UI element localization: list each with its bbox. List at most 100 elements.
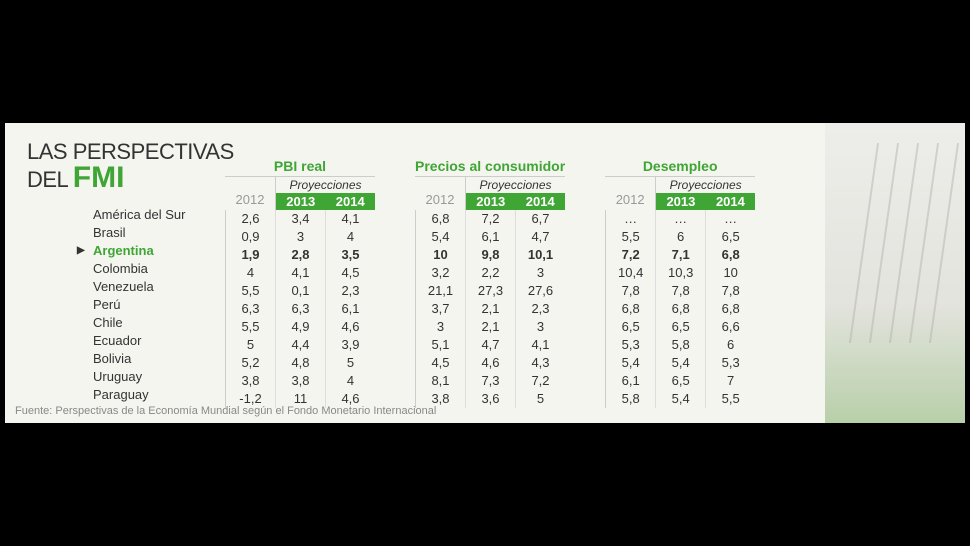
data-cell: 4,6 xyxy=(465,354,515,372)
data-cell: 4 xyxy=(325,228,375,246)
data-cell: 4,5 xyxy=(325,264,375,282)
data-cell: 9,8 xyxy=(465,246,515,264)
data-cell: 2,6 xyxy=(225,210,275,228)
data-cell: 4 xyxy=(325,372,375,390)
table-row: 5,50,12,3 xyxy=(225,282,375,300)
data-cell: 10,3 xyxy=(655,264,705,282)
table-row: 1,92,83,5 xyxy=(225,246,375,264)
table-row: 32,13 xyxy=(415,318,565,336)
table-row: 8,17,37,2 xyxy=(415,372,565,390)
data-cell: 4,3 xyxy=(515,354,565,372)
title-line2: DEL xyxy=(27,167,68,192)
country-label: Brasil xyxy=(75,224,225,242)
table-row: 10,410,310 xyxy=(605,264,755,282)
data-cell: 4,7 xyxy=(515,228,565,246)
table-row: 3,22,23 xyxy=(415,264,565,282)
projection-years: 20132014 xyxy=(656,193,755,210)
table-row: 6,36,36,1 xyxy=(225,300,375,318)
country-label: Bolivia xyxy=(75,350,225,368)
data-cell: 6,5 xyxy=(705,228,755,246)
data-cell: 4,7 xyxy=(465,336,515,354)
group-title: Desempleo xyxy=(605,158,755,174)
data-cell: 6,8 xyxy=(415,210,465,228)
data-rows: 6,87,26,75,46,14,7109,810,13,22,2321,127… xyxy=(415,210,565,408)
data-cell: 6,8 xyxy=(655,300,705,318)
group-subhead: 2012Proyecciones20132014 xyxy=(225,176,375,210)
country-label: Ecuador xyxy=(75,332,225,350)
data-cell: 7 xyxy=(705,372,755,390)
data-cell: 3,5 xyxy=(325,246,375,264)
table-row: 6,16,57 xyxy=(605,372,755,390)
data-cell: 5,4 xyxy=(655,354,705,372)
data-group: PBI real2012Proyecciones201320142,63,44,… xyxy=(225,158,375,408)
data-cell: 7,8 xyxy=(705,282,755,300)
data-cell: 8,1 xyxy=(415,372,465,390)
data-cell: … xyxy=(655,210,705,228)
year-proj1: 2013 xyxy=(656,193,706,210)
group-subhead: 2012Proyecciones20132014 xyxy=(415,176,565,210)
table-row: 5,566,5 xyxy=(605,228,755,246)
data-cell: 5,1 xyxy=(415,336,465,354)
projections-label: Proyecciones xyxy=(276,177,375,193)
projections-header: Proyecciones20132014 xyxy=(275,176,375,210)
country-label: América del Sur xyxy=(75,206,225,224)
table-row: 21,127,327,6 xyxy=(415,282,565,300)
infographic-panel: LAS PERSPECTIVAS DEL FMI América del Sur… xyxy=(5,123,965,423)
year-proj2: 2014 xyxy=(706,193,756,210)
data-cell: 6 xyxy=(655,228,705,246)
table-row: 5,24,85 xyxy=(225,354,375,372)
table-row: 5,14,74,1 xyxy=(415,336,565,354)
source-text: Fuente: Perspectivas de la Economía Mund… xyxy=(15,405,436,417)
table-row: 5,46,14,7 xyxy=(415,228,565,246)
data-rows: 2,63,44,10,9341,92,83,544,14,55,50,12,36… xyxy=(225,210,375,408)
data-cell: 7,8 xyxy=(655,282,705,300)
data-cell: 6,5 xyxy=(655,372,705,390)
data-cell: 4 xyxy=(225,264,275,282)
table-row: 5,54,94,6 xyxy=(225,318,375,336)
country-label: Paraguay xyxy=(75,386,225,404)
data-cell: 3,8 xyxy=(225,372,275,390)
data-cell: 27,3 xyxy=(465,282,515,300)
data-cell: 3,2 xyxy=(415,264,465,282)
data-cell: 2,8 xyxy=(275,246,325,264)
data-cell: 2,3 xyxy=(515,300,565,318)
data-cell: … xyxy=(705,210,755,228)
data-cell: 6,1 xyxy=(465,228,515,246)
projection-years: 20132014 xyxy=(276,193,375,210)
data-cell: 10 xyxy=(415,246,465,264)
data-cell: 6,8 xyxy=(705,246,755,264)
data-cell: 7,2 xyxy=(515,372,565,390)
table-row: 6,56,56,6 xyxy=(605,318,755,336)
data-cell: 0,9 xyxy=(225,228,275,246)
country-label: Uruguay xyxy=(75,368,225,386)
year-proj2: 2014 xyxy=(326,193,376,210)
data-cell: 5,4 xyxy=(605,354,655,372)
table-row: 3,83,65 xyxy=(415,390,565,408)
data-cell: 6,1 xyxy=(605,372,655,390)
data-cell: 7,1 xyxy=(655,246,705,264)
year-proj2: 2014 xyxy=(516,193,566,210)
data-cell: 10 xyxy=(705,264,755,282)
data-cell: 2,1 xyxy=(465,318,515,336)
group-title: Precios al consumidor xyxy=(415,158,565,174)
data-cell: 6,7 xyxy=(515,210,565,228)
data-cell: 6 xyxy=(705,336,755,354)
country-label: Venezuela xyxy=(75,278,225,296)
table-row: 6,87,26,7 xyxy=(415,210,565,228)
data-cell: 4,4 xyxy=(275,336,325,354)
data-cell: 6,8 xyxy=(605,300,655,318)
data-cell: 3 xyxy=(275,228,325,246)
data-cell: 2,3 xyxy=(325,282,375,300)
data-cell: 3 xyxy=(515,264,565,282)
year-base-header: 2012 xyxy=(415,176,465,210)
data-cell: 6,6 xyxy=(705,318,755,336)
data-cell: 5 xyxy=(325,354,375,372)
data-cell: 7,3 xyxy=(465,372,515,390)
data-cell: 5,5 xyxy=(225,318,275,336)
projections-header: Proyecciones20132014 xyxy=(465,176,565,210)
data-cell: 2,1 xyxy=(465,300,515,318)
data-group: Precios al consumidor 2012Proyecciones201… xyxy=(415,158,565,408)
country-label: Argentina xyxy=(75,242,225,260)
data-cell: 2,2 xyxy=(465,264,515,282)
projections-header: Proyecciones20132014 xyxy=(655,176,755,210)
